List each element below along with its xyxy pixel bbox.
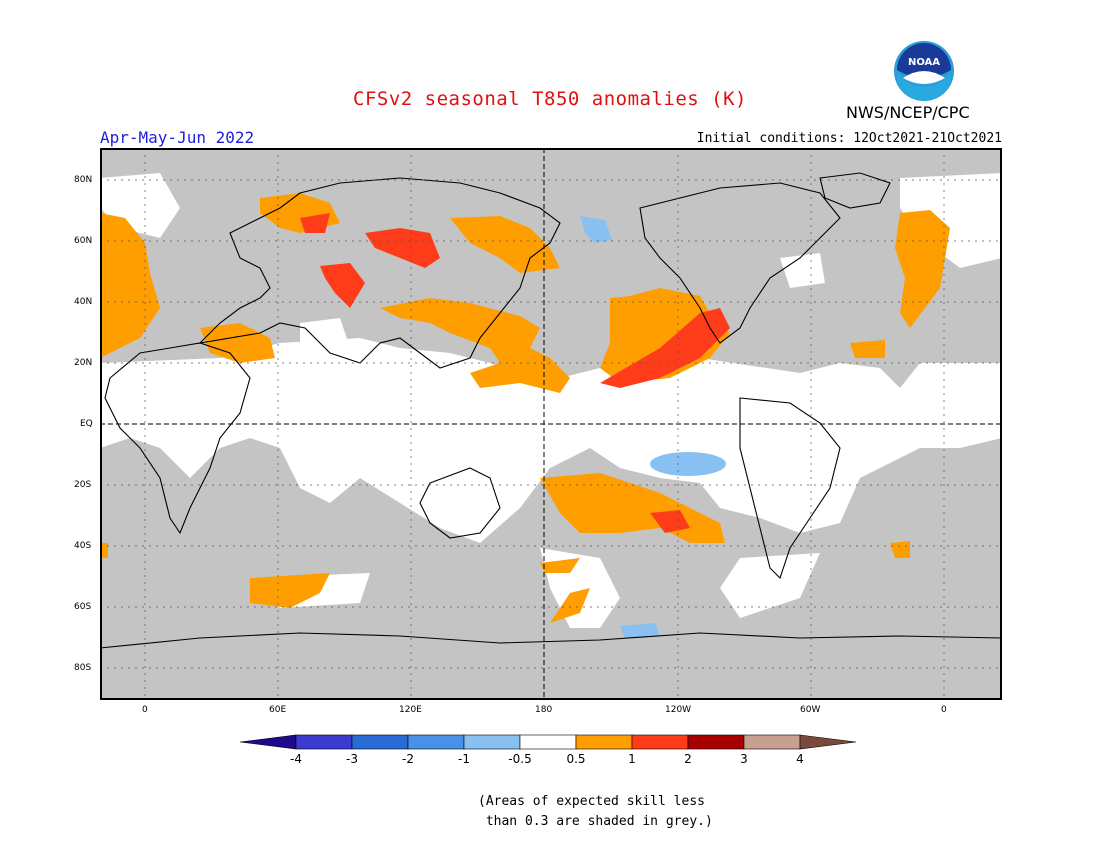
lat-label-40s: 40S <box>74 541 92 551</box>
colorbar <box>240 734 857 750</box>
strong-warm-mexico-pacific <box>600 308 730 388</box>
strong-warm-south-pacific <box>650 510 690 533</box>
logo-gull <box>903 71 945 84</box>
season-label: Apr-May-Jun 2022 <box>100 128 255 147</box>
warm-east-siberia <box>450 216 560 273</box>
colorbar-segment <box>687 734 745 750</box>
logo-sky <box>897 43 951 78</box>
india-white <box>300 318 350 363</box>
colorbar-tick-label: -3 <box>346 752 358 766</box>
lat-label-20s: 20S <box>74 480 92 490</box>
strong-warm-scandinavia <box>300 213 330 233</box>
warm-central-atlantic <box>850 340 885 358</box>
warm-southern-ocean-arc <box>550 588 590 623</box>
colorbar-tick-label: 0.5 <box>566 752 586 766</box>
agency-label: NWS/NCEP/CPC <box>846 103 970 122</box>
lon-label-60e: 60E <box>269 705 287 715</box>
colorbar-segment <box>407 734 465 750</box>
graticule <box>100 148 1002 700</box>
antarctica-coastline <box>100 632 1002 649</box>
warm-europe-atlantic <box>895 210 950 328</box>
logo-wave <box>897 74 951 101</box>
colorbar-segment <box>519 734 577 750</box>
noaa-logo: NOAA <box>894 41 954 101</box>
cool-east-pacific <box>650 452 726 476</box>
lat-label-eq: EQ <box>80 419 93 429</box>
map-frame <box>100 148 1002 700</box>
cool-alaska <box>580 216 612 243</box>
colorbar-tick-label: 3 <box>740 752 748 766</box>
initial-conditions-label: Initial conditions: 12Oct2021-21Oct2021 <box>696 131 1002 146</box>
colorbar-tick-label: 2 <box>684 752 692 766</box>
skill-note: (Areas of expected skill less than 0.3 a… <box>478 794 713 829</box>
near-normal-areas <box>100 173 1002 628</box>
colorbar-arrow-low <box>240 734 297 750</box>
warm-mediterranean <box>200 323 275 363</box>
north-america-coastline <box>639 182 841 344</box>
colorbar-tick-label: -2 <box>402 752 414 766</box>
lat-label-40n: 40N <box>74 297 93 307</box>
greenland-coastline <box>819 172 891 209</box>
lat-label-80s: 80S <box>74 663 92 673</box>
cool-southern-ocean <box>620 623 660 638</box>
lat-label-20n: 20N <box>74 358 93 368</box>
colorbar-segments <box>240 734 857 750</box>
eurasia-coastline <box>198 177 561 369</box>
lon-label-60w: 60W <box>800 705 821 715</box>
south-america-coastline <box>739 397 841 580</box>
tropical-white-band <box>100 338 1002 543</box>
colorbar-tick-label: -0.5 <box>508 752 532 766</box>
warm-south-indian <box>250 573 330 608</box>
map-title: CFSv2 seasonal T850 anomalies (K) <box>353 88 747 110</box>
colorbar-segment <box>575 734 633 750</box>
coastlines <box>100 172 1002 649</box>
warm-southern-ocean-small <box>540 558 580 573</box>
lon-label-120w: 120W <box>665 705 692 715</box>
colorbar-arrow-high <box>799 734 857 750</box>
lon-label-120e: 120E <box>399 705 422 715</box>
warm-south-atlantic-small <box>890 541 910 558</box>
arctic-white-east <box>900 173 1002 268</box>
colorbar-tick-label: 4 <box>796 752 804 766</box>
north-america-white <box>780 253 825 288</box>
lon-label-0-east: 0 <box>941 705 947 715</box>
warm-north-pacific-arc <box>380 298 570 393</box>
strong-warm-anomaly-areas <box>300 213 730 533</box>
africa-coastline <box>104 342 251 535</box>
colorbar-segment <box>631 734 689 750</box>
colorbar-tick-label: 1 <box>628 752 636 766</box>
australia-coastline <box>419 467 501 539</box>
lon-label-180: 180 <box>535 705 553 715</box>
anomaly-map <box>100 148 1002 700</box>
warm-north-atlantic-west <box>100 213 160 358</box>
cool-anomaly-areas <box>580 216 726 638</box>
reference-lines <box>100 148 1002 700</box>
strong-warm-central-asia <box>320 263 365 308</box>
colorbar-tick-label: -1 <box>458 752 470 766</box>
lat-label-60s: 60S <box>74 602 92 612</box>
strong-warm-siberia <box>365 228 440 268</box>
lon-label-0: 0 <box>142 705 148 715</box>
colorbar-segment <box>295 734 353 750</box>
logo-text: NOAA <box>908 57 940 68</box>
south-america-white <box>720 553 820 618</box>
colorbar-segment <box>463 734 521 750</box>
lat-label-60n: 60N <box>74 236 93 246</box>
colorbar-segment <box>743 734 801 750</box>
lat-label-80n: 80N <box>74 175 93 185</box>
colorbar-segment <box>351 734 409 750</box>
colorbar-tick-label: -4 <box>290 752 302 766</box>
